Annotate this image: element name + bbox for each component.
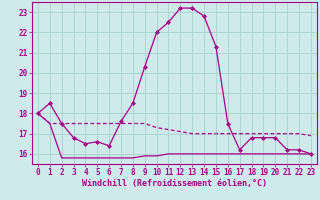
- X-axis label: Windchill (Refroidissement éolien,°C): Windchill (Refroidissement éolien,°C): [82, 179, 267, 188]
